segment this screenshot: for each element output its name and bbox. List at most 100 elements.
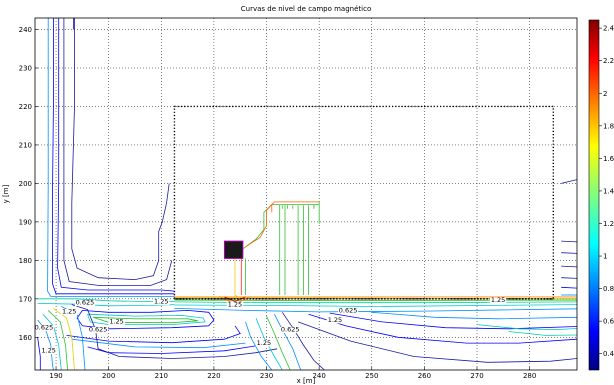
contour-line bbox=[66, 325, 241, 344]
contour-label: 1.25 bbox=[328, 316, 342, 324]
contour-line bbox=[297, 321, 577, 363]
y-tick-label: 230 bbox=[19, 65, 32, 73]
contour-line bbox=[87, 344, 262, 354]
contour-label-bg bbox=[74, 300, 95, 307]
contour-line bbox=[174, 308, 577, 313]
x-tick-label: 280 bbox=[523, 372, 536, 380]
contour-label-bg bbox=[35, 325, 54, 332]
contour-line bbox=[87, 313, 206, 325]
contour-line bbox=[37, 303, 175, 307]
y-axis-ticks: 160 170 180 190 200 210 220 230 240 bbox=[19, 26, 38, 342]
x-axis-label: x [m] bbox=[297, 377, 316, 385]
contour-line bbox=[308, 313, 577, 344]
cable-line bbox=[245, 201, 320, 248]
contour-label-bg bbox=[255, 340, 273, 347]
contour-line bbox=[245, 321, 273, 370]
contour-line bbox=[561, 277, 577, 279]
contour-lines bbox=[37, 18, 577, 370]
plot-frame bbox=[34, 17, 578, 371]
y-tick-label: 220 bbox=[19, 103, 32, 111]
x-tick-label: 220 bbox=[207, 372, 220, 380]
contour-line bbox=[42, 313, 62, 370]
colorbar-tick-label: 1.8 bbox=[603, 122, 614, 130]
x-axis-ticks: 190 200 210 220 230 240 250 260 270 280 bbox=[49, 367, 536, 380]
contour-label-bg bbox=[326, 317, 344, 324]
colorbar-tick-label: 0.6 bbox=[603, 318, 614, 326]
contour-labels: 0.6251.250.6251.251.250.6251.251.250.625… bbox=[35, 296, 507, 355]
contour-line bbox=[76, 309, 215, 330]
contour-label: 1.25 bbox=[62, 307, 76, 315]
contour-label-bg bbox=[88, 327, 109, 334]
cable-line bbox=[234, 258, 240, 299]
contour-line bbox=[561, 286, 577, 289]
contour-label: 1.25 bbox=[41, 347, 55, 355]
contour-line bbox=[52, 18, 175, 295]
contour-label-bg bbox=[153, 298, 170, 305]
colorbar-tick-label: 0.8 bbox=[603, 285, 614, 293]
colorbar-tick-label: 1.4 bbox=[603, 187, 614, 195]
y-tick-label: 160 bbox=[19, 334, 32, 342]
y-tick-label: 170 bbox=[19, 295, 32, 303]
contour-label-bg bbox=[489, 297, 507, 304]
colorbar-tick-label: 2.2 bbox=[603, 57, 614, 65]
contour-line bbox=[508, 331, 577, 336]
contour-label-bg bbox=[61, 308, 78, 315]
contour-line bbox=[371, 311, 577, 320]
contour-label: 1.25 bbox=[228, 301, 242, 309]
contour-label: 1.25 bbox=[491, 296, 505, 304]
contour-line bbox=[57, 18, 175, 292]
colorbar bbox=[588, 19, 600, 371]
contour-line bbox=[561, 240, 577, 243]
building-outline bbox=[173, 105, 555, 300]
grid-lines bbox=[35, 18, 577, 370]
contour-line bbox=[266, 315, 291, 370]
contour-label: 1.25 bbox=[109, 317, 123, 325]
contour-line bbox=[71, 338, 246, 349]
contour-line bbox=[174, 304, 577, 307]
contour-label-bg bbox=[280, 327, 301, 334]
x-tick-label: 260 bbox=[418, 372, 431, 380]
colorbar-tick-label: 1 bbox=[603, 253, 607, 261]
contour-line bbox=[476, 324, 577, 331]
contour-line bbox=[63, 18, 173, 286]
contour-label: 0.625 bbox=[76, 299, 95, 307]
x-tick-label: 240 bbox=[312, 372, 325, 380]
contour-label: 0.625 bbox=[35, 324, 54, 332]
contour-label-bg bbox=[108, 318, 125, 325]
contour-line bbox=[281, 312, 325, 370]
chart-title: Curvas de nivel de campo magnético bbox=[241, 5, 371, 13]
y-tick-label: 200 bbox=[19, 180, 32, 188]
contour-line bbox=[561, 265, 577, 268]
x-tick-label: 230 bbox=[260, 372, 273, 380]
contour-line bbox=[255, 317, 283, 370]
contour-line bbox=[53, 308, 75, 370]
contour-line bbox=[47, 310, 68, 370]
colorbar-tick-label: 1.2 bbox=[603, 220, 614, 228]
contour-line bbox=[329, 312, 577, 330]
x-tick-label: 210 bbox=[155, 372, 168, 380]
contour-label-bg bbox=[226, 302, 244, 309]
x-tick-label: 250 bbox=[365, 372, 378, 380]
contour-line bbox=[561, 179, 577, 184]
colorbar-tick-label: 2 bbox=[603, 90, 607, 98]
y-tick-label: 190 bbox=[19, 218, 32, 226]
contour-line bbox=[47, 18, 175, 297]
contour-label-bg bbox=[40, 348, 57, 355]
contour-label: 0.625 bbox=[339, 306, 358, 314]
y-tick-label: 210 bbox=[19, 141, 32, 149]
colorbar-ticks: 0.4 0.6 0.8 1 1.2 1.4 1.6 1.8 2 2.2 2.4 bbox=[599, 25, 614, 358]
contour-label: 0.625 bbox=[89, 326, 108, 334]
contour-line bbox=[71, 18, 170, 281]
x-tick-label: 190 bbox=[49, 372, 62, 380]
y-tick-label: 180 bbox=[19, 257, 32, 265]
contour-line bbox=[274, 314, 302, 370]
contour-line bbox=[561, 252, 577, 254]
contour-label: 1.25 bbox=[154, 297, 168, 305]
colorbar-tick-label: 0.4 bbox=[603, 350, 614, 358]
substation-block bbox=[223, 240, 244, 259]
colorbar-tick-label: 2.4 bbox=[603, 25, 614, 33]
colorbar-tick-label: 1.6 bbox=[603, 155, 614, 163]
y-axis-label: y [m] bbox=[2, 184, 10, 203]
contour-label: 1.25 bbox=[257, 339, 271, 347]
